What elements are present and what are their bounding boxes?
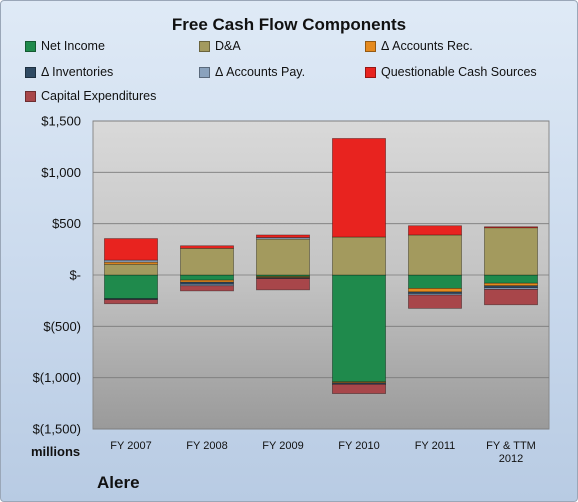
legend-item: Net Income	[25, 39, 105, 53]
bar-capital-expenditures	[180, 285, 234, 292]
chart-title: Free Cash Flow Components	[171, 15, 407, 34]
units-label: millions	[31, 444, 81, 459]
legend-item: D&A	[199, 39, 241, 53]
bar-d-a	[104, 263, 158, 276]
legend-label: Δ Accounts Pay.	[215, 65, 306, 79]
bar-capital-expenditures	[484, 289, 538, 306]
legend-swatch	[199, 40, 210, 52]
bar-net-income	[332, 274, 386, 383]
x-tick-label: FY 2008	[186, 440, 227, 452]
legend-item: Δ Accounts Rec.	[365, 39, 473, 53]
legend-swatch	[25, 40, 36, 52]
legend-swatch	[365, 66, 376, 78]
y-tick-label: $500	[52, 216, 81, 231]
bar-accounts-rec	[484, 282, 538, 287]
legend-label: Δ Inventories	[41, 65, 114, 79]
legend-label: Net Income	[41, 39, 105, 53]
y-tick-label: $(1,000)	[33, 370, 81, 385]
bar-capital-expenditures	[256, 278, 310, 291]
bar-net-income	[484, 274, 538, 284]
y-tick-label: $1,500	[41, 114, 81, 129]
bar-capital-expenditures	[332, 383, 386, 394]
bar-d-a	[180, 247, 234, 276]
legend-swatch	[25, 90, 36, 102]
bar-d-a	[484, 227, 538, 276]
bar-questionable-cash-sources	[484, 226, 538, 229]
x-tick-label: FY 2011	[415, 440, 456, 452]
bar-accounts-rec	[408, 287, 462, 293]
legend-swatch	[365, 40, 376, 52]
legend-swatch	[25, 66, 36, 78]
x-tick-label: FY 2009	[262, 440, 303, 452]
legend-label: Capital Expenditures	[41, 89, 157, 103]
y-tick-label: $(500)	[43, 319, 81, 334]
y-tick-label: $(1,500)	[33, 422, 81, 437]
bar-d-a	[256, 238, 310, 276]
bar-questionable-cash-sources	[104, 238, 158, 261]
bar-d-a	[332, 236, 386, 276]
bar-questionable-cash-sources	[256, 234, 310, 238]
bar-capital-expenditures	[408, 294, 462, 309]
bar-net-income	[408, 274, 462, 289]
bar-d-a	[408, 234, 462, 276]
y-tick-label: $-	[69, 268, 81, 283]
legend-item: Δ Accounts Pay.	[199, 65, 305, 79]
legend-item: Questionable Cash Sources	[365, 65, 537, 79]
bar-capital-expenditures	[104, 299, 158, 305]
legend-item: Δ Inventories	[25, 65, 113, 79]
x-tick-label: FY & TTM	[486, 440, 536, 452]
bar-questionable-cash-sources	[180, 245, 234, 249]
company-name: Alere	[97, 473, 140, 492]
bar-net-income	[104, 274, 158, 299]
legend-label: D&A	[215, 39, 241, 53]
legend-item: Capital Expenditures	[25, 89, 156, 103]
legend-label: Questionable Cash Sources	[381, 65, 537, 79]
x-tick-label: 2012	[499, 453, 523, 465]
bar-net-income	[180, 274, 234, 281]
legend-label: Δ Accounts Rec.	[381, 39, 473, 53]
y-tick-label: $1,000	[41, 165, 81, 180]
bar-questionable-cash-sources	[332, 138, 386, 238]
x-tick-label: FY 2007	[110, 440, 151, 452]
x-tick-label: FY 2010	[338, 440, 379, 452]
legend-swatch	[199, 66, 210, 78]
bar-questionable-cash-sources	[408, 225, 462, 236]
